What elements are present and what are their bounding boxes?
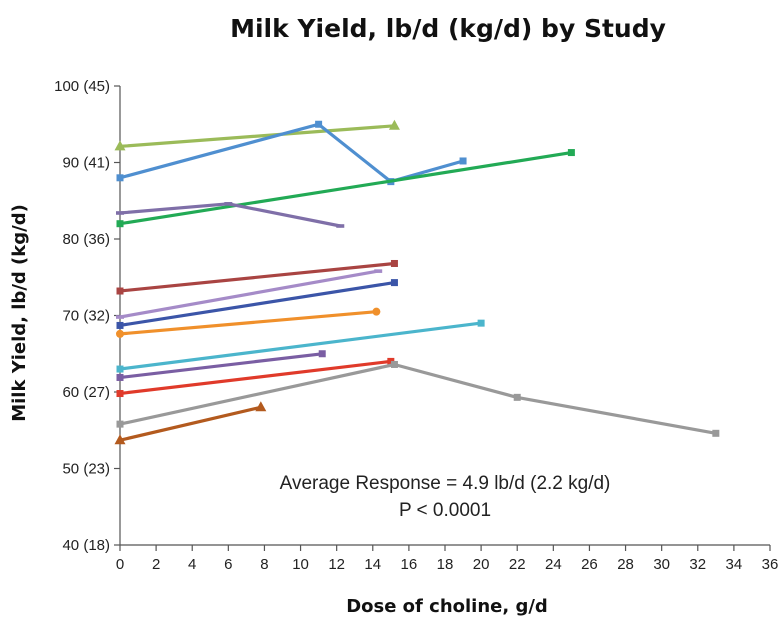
series-line (118, 405, 263, 442)
x-tick-label: 22 (509, 556, 526, 573)
axes: 40 (18) 50 (23) 60 (27) 70 (32) 80 (36) 90 (4… (54, 78, 778, 573)
series-13 (114, 401, 267, 445)
series-layer (114, 119, 720, 445)
x-tick-label: 26 (581, 556, 598, 573)
annotation-average-response: Average Response = 4.9 lb/d (2.2 kg/d) (280, 473, 611, 494)
data-point (114, 140, 126, 151)
x-tick-label: 16 (401, 556, 418, 573)
data-point (114, 434, 126, 445)
data-point (116, 329, 124, 338)
x-tick-label: 2 (152, 556, 160, 573)
series-5 (116, 259, 398, 295)
data-point (116, 220, 124, 228)
chart-title: Milk Yield, lb/d (kg/d) by Study (230, 14, 666, 43)
series-line (118, 362, 718, 435)
data-point (116, 365, 124, 373)
series-1 (114, 119, 400, 151)
series-line (118, 122, 465, 184)
annotation-p-value: P < 0.0001 (399, 500, 491, 521)
x-tick-label: 12 (328, 556, 345, 573)
data-point (459, 157, 467, 165)
data-point (567, 149, 575, 157)
x-tick-label: 8 (260, 556, 268, 573)
series-line (118, 269, 380, 319)
x-tick-label: 18 (437, 556, 454, 573)
series-line (118, 151, 574, 226)
data-point (390, 279, 398, 287)
data-point (116, 174, 124, 182)
data-point (116, 321, 124, 329)
series-line (118, 321, 483, 371)
series-line (118, 310, 378, 336)
data-point (336, 224, 345, 228)
y-axis-title: Milk Yield, lb/d (kg/d) (9, 204, 30, 422)
data-point (390, 360, 398, 368)
data-point (513, 393, 521, 401)
x-tick-label: 24 (545, 556, 562, 573)
y-tick-label: 90 (41) (62, 155, 110, 172)
data-point (390, 259, 398, 267)
series-10 (116, 350, 326, 381)
series-3 (116, 149, 575, 228)
series-4 (116, 202, 345, 228)
x-tick-label: 32 (689, 556, 706, 573)
series-9 (116, 319, 485, 373)
data-point (116, 373, 124, 381)
series-line (118, 124, 396, 148)
y-tick-label: 80 (36) (62, 231, 110, 248)
data-point (712, 429, 720, 437)
series-line (118, 359, 393, 396)
x-axis-title: Dose of choline, g/d (346, 596, 548, 617)
y-tick-label: 50 (23) (62, 461, 110, 478)
y-tick-label: 70 (32) (62, 308, 110, 325)
data-point (116, 211, 124, 215)
x-tick-label: 30 (653, 556, 670, 573)
series-12 (116, 360, 720, 437)
series-11 (116, 357, 395, 398)
data-point (318, 350, 326, 358)
series-7 (116, 279, 398, 329)
series-line (118, 352, 324, 380)
x-tick-label: 34 (726, 556, 743, 573)
x-tick-label: 10 (292, 556, 309, 573)
series-6 (116, 269, 383, 319)
data-point (116, 315, 124, 319)
data-point (387, 357, 395, 365)
x-tick-label: 4 (188, 556, 196, 573)
x-tick-label: 28 (617, 556, 634, 573)
data-point (315, 120, 323, 128)
data-point (255, 401, 267, 412)
x-tick-label: 14 (364, 556, 381, 573)
series-8 (116, 307, 381, 338)
data-point (477, 319, 485, 327)
series-line (118, 261, 396, 293)
y-tick-label: 60 (27) (62, 384, 110, 401)
x-tick-label: 6 (224, 556, 232, 573)
series-line (118, 281, 396, 327)
x-tick-label: 36 (762, 556, 779, 573)
series-2 (116, 120, 467, 186)
data-point (116, 287, 124, 295)
data-point (116, 390, 124, 398)
y-tick-label: 100 (45) (54, 78, 110, 95)
x-tick-label: 0 (116, 556, 124, 573)
y-tick-label: 40 (18) (62, 537, 110, 554)
data-point (372, 307, 381, 316)
x-tick-label: 20 (473, 556, 490, 573)
data-point (388, 119, 400, 130)
data-point (116, 420, 124, 428)
data-point (374, 269, 383, 273)
data-point (224, 202, 233, 206)
